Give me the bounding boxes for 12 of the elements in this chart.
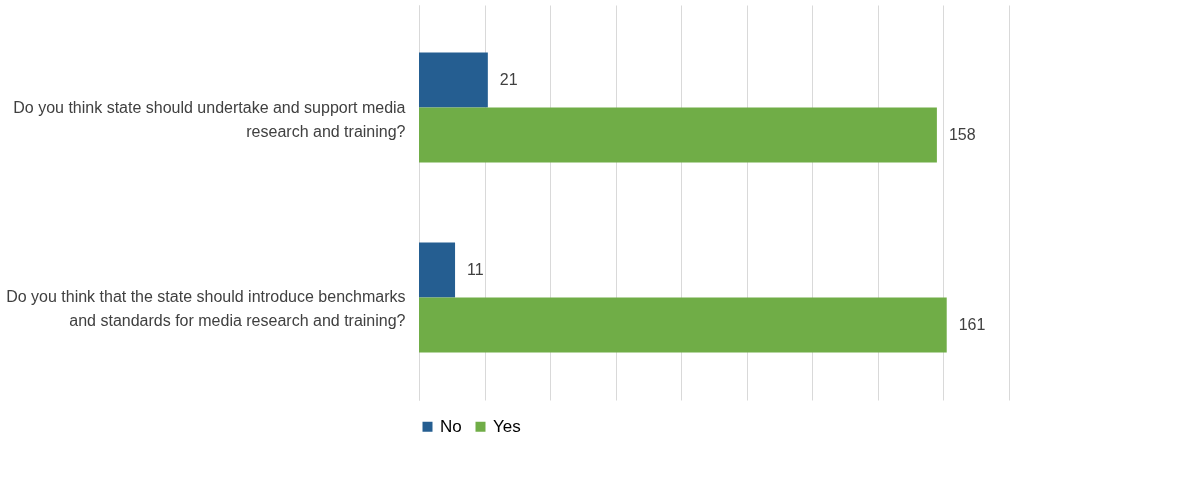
y-tick-label: Do you think state should undertake and support media research and training? bbox=[13, 98, 406, 140]
legend-label: Yes bbox=[493, 416, 521, 436]
data-label: 158 bbox=[948, 126, 976, 144]
data-label: 11 bbox=[467, 260, 484, 278]
bar bbox=[419, 107, 937, 163]
bar bbox=[419, 297, 947, 353]
data-label: 161 bbox=[958, 315, 986, 333]
bar bbox=[419, 242, 456, 298]
y-tick-label: Do you think that the state should introduce benchmarks and standards for media research and training? bbox=[6, 288, 406, 330]
bar bbox=[419, 52, 488, 108]
data-label: 21 bbox=[499, 71, 518, 89]
legend-label: No bbox=[440, 416, 462, 436]
